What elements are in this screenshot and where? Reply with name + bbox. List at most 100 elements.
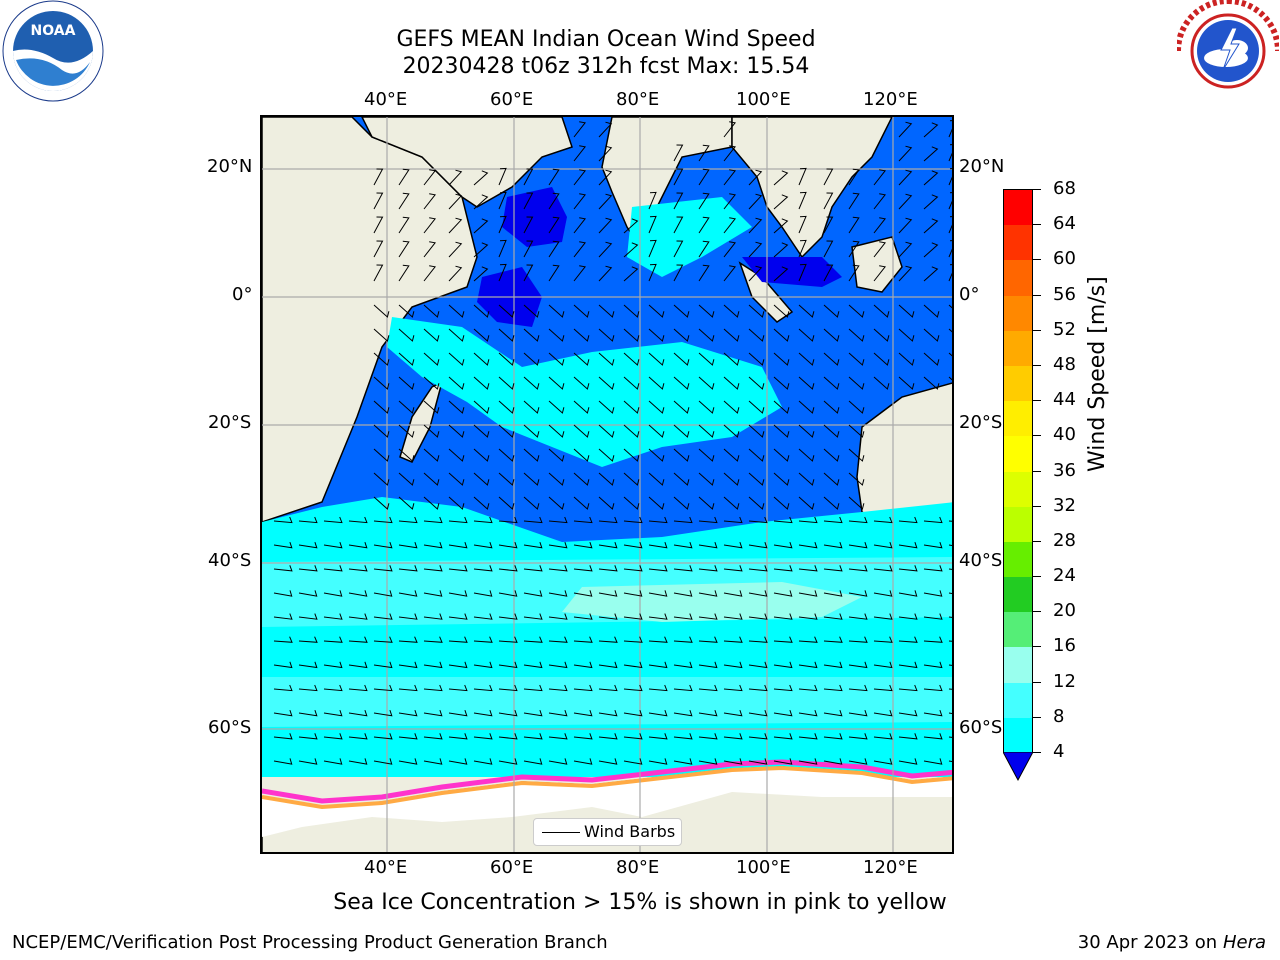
wind-barb bbox=[498, 448, 515, 462]
wind-barb bbox=[473, 613, 493, 620]
wind-barb bbox=[698, 424, 715, 438]
colorbar-segment bbox=[1004, 647, 1032, 684]
wind-barb bbox=[798, 191, 807, 210]
wind-barb bbox=[323, 565, 343, 572]
wind-barb bbox=[548, 400, 565, 414]
wind-barb bbox=[523, 496, 540, 510]
wind-barb bbox=[448, 265, 463, 282]
wind-barb bbox=[723, 733, 743, 740]
wind-barb bbox=[348, 613, 368, 620]
map-legend: Wind Barbs bbox=[533, 818, 682, 846]
cyan-band-bay bbox=[627, 197, 752, 277]
wind-barb bbox=[498, 263, 507, 282]
legend-label: Wind Barbs bbox=[584, 822, 676, 841]
wind-barb bbox=[673, 636, 693, 643]
wind-barb bbox=[348, 541, 368, 549]
wind-barb bbox=[748, 733, 768, 740]
wind-barb bbox=[698, 448, 715, 462]
wind-barb bbox=[548, 264, 560, 282]
colorbar-segment bbox=[1004, 225, 1032, 261]
wind-barb bbox=[498, 565, 518, 572]
wind-barb bbox=[448, 516, 468, 524]
colorbar-tick-mark bbox=[1033, 189, 1041, 190]
land-borneo bbox=[851, 236, 903, 293]
wind-barb bbox=[423, 217, 437, 234]
colorbar-tick-label: 52 bbox=[1053, 318, 1076, 340]
wind-barb bbox=[523, 424, 540, 438]
lat-tick-left-60s: 60°S bbox=[208, 717, 252, 738]
lon-tick-top-100e: 100°E bbox=[736, 89, 791, 110]
wind-barb bbox=[548, 590, 568, 597]
wind-barb bbox=[798, 400, 815, 414]
wind-barb bbox=[598, 265, 613, 282]
wind-barb bbox=[698, 168, 710, 186]
wind-barb bbox=[298, 541, 318, 549]
colorbar-under-arrow-icon bbox=[1003, 752, 1033, 782]
wind-barb bbox=[873, 733, 893, 740]
wind-barb bbox=[698, 541, 718, 549]
wind-barb bbox=[823, 264, 834, 282]
wind-barb bbox=[373, 304, 390, 318]
lat-tick-left-20s: 20°S bbox=[208, 412, 252, 433]
wind-barb bbox=[623, 541, 643, 549]
wind-barb bbox=[723, 516, 743, 524]
wind-barb bbox=[823, 376, 840, 390]
wind-barb bbox=[648, 613, 668, 620]
wind-barb bbox=[548, 709, 568, 717]
wind-barb bbox=[523, 328, 540, 342]
wind-barb bbox=[573, 145, 587, 162]
wind-barb bbox=[723, 169, 737, 186]
wind-barb bbox=[873, 758, 893, 765]
wind-barb bbox=[823, 636, 843, 643]
wind-barb bbox=[723, 304, 740, 318]
colorbar-tick-label: 28 bbox=[1053, 529, 1076, 551]
wind-barb bbox=[573, 265, 587, 282]
wind-barb bbox=[673, 565, 693, 572]
wind-barb bbox=[623, 472, 640, 486]
wind-barb bbox=[723, 472, 740, 486]
wind-barb bbox=[523, 661, 543, 669]
wind-barb bbox=[623, 661, 643, 669]
noaa-logo-text: NOAA bbox=[31, 23, 76, 39]
wind-barb bbox=[548, 448, 565, 462]
sea-ice-edge-inner bbox=[262, 765, 952, 810]
wind-barb bbox=[773, 613, 793, 620]
wind-speed-map[interactable] bbox=[260, 115, 954, 854]
wind-barb bbox=[398, 352, 415, 366]
wind-barb bbox=[498, 709, 518, 717]
wind-barb bbox=[548, 496, 565, 510]
wind-barb bbox=[398, 424, 415, 438]
wind-barb bbox=[573, 169, 587, 186]
wind-barb bbox=[523, 216, 534, 234]
wind-barb bbox=[623, 516, 643, 524]
wind-barb bbox=[298, 613, 318, 620]
wind-barb bbox=[523, 168, 534, 186]
wind-barb bbox=[398, 304, 415, 318]
wind-barb bbox=[398, 328, 415, 342]
land-arabia bbox=[361, 117, 573, 208]
wind-barb bbox=[698, 192, 710, 210]
wind-barb bbox=[723, 145, 737, 162]
lon-tick-bottom-100e: 100°E bbox=[736, 857, 791, 878]
wind-barb bbox=[648, 541, 668, 549]
wind-barb bbox=[923, 122, 939, 138]
wind-barb bbox=[423, 265, 437, 282]
wind-barb bbox=[473, 424, 490, 438]
wind-barb bbox=[423, 733, 443, 740]
wind-barb bbox=[848, 636, 868, 643]
wind-barb bbox=[798, 590, 818, 597]
wind-barb bbox=[773, 194, 789, 210]
wind-barb bbox=[573, 328, 590, 342]
wind-barb bbox=[448, 217, 463, 234]
wind-barb bbox=[948, 240, 952, 258]
wind-barb bbox=[748, 217, 763, 234]
wind-barb bbox=[473, 472, 490, 486]
wind-barb bbox=[498, 613, 518, 620]
wind-barb bbox=[498, 684, 518, 692]
wind-barb bbox=[698, 613, 718, 620]
wind-barb bbox=[623, 636, 643, 643]
colorbar-tick-label: 32 bbox=[1053, 494, 1076, 516]
wind-barb bbox=[423, 541, 443, 549]
wind-barb bbox=[823, 328, 840, 342]
wind-barb bbox=[898, 193, 913, 210]
